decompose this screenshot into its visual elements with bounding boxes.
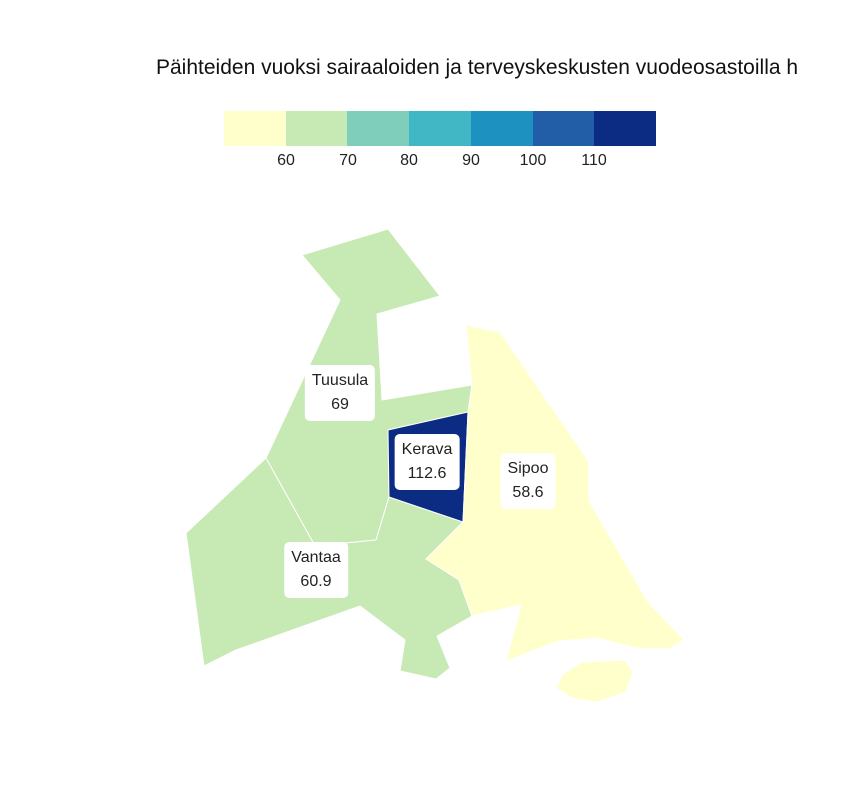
municipality-value: 112.6 bbox=[407, 465, 447, 482]
legend-ticks: 60 70 80 90 100 110 bbox=[224, 152, 656, 174]
legend-tick: 100 bbox=[519, 152, 547, 169]
label-kerava: Kerava 112.6 bbox=[394, 434, 460, 490]
municipality-value: 58.6 bbox=[512, 484, 544, 501]
legend-tick: 110 bbox=[581, 152, 607, 169]
label-sipoo: Sipoo 58.6 bbox=[500, 453, 556, 509]
municipality-value: 69 bbox=[331, 396, 349, 413]
region-sipoo-island[interactable] bbox=[555, 659, 634, 703]
legend-swatch-1 bbox=[224, 111, 286, 146]
color-legend bbox=[224, 111, 657, 146]
label-vantaa: Vantaa 60.9 bbox=[284, 542, 348, 598]
legend-tick: 80 bbox=[400, 152, 418, 169]
legend-swatch-3 bbox=[347, 111, 410, 146]
municipality-name: Kerava bbox=[401, 441, 453, 458]
municipality-name: Sipoo bbox=[507, 460, 549, 477]
municipality-name: Tuusula bbox=[311, 372, 369, 389]
legend-tick: 60 bbox=[277, 152, 295, 169]
municipality-name: Vantaa bbox=[291, 549, 341, 566]
legend-tick: 90 bbox=[462, 152, 480, 169]
legend-swatch-4 bbox=[409, 111, 471, 146]
map-title: Päihteiden vuoksi sairaaloiden ja tervey… bbox=[156, 56, 799, 79]
legend-swatch-5 bbox=[470, 111, 533, 146]
legend-tick: 70 bbox=[339, 152, 357, 169]
label-tuusula: Tuusula 69 bbox=[304, 365, 376, 421]
legend-swatch-7 bbox=[594, 111, 657, 146]
municipality-value: 60.9 bbox=[300, 573, 332, 590]
legend-swatch-2 bbox=[285, 111, 348, 146]
legend-swatch-6 bbox=[532, 111, 595, 146]
